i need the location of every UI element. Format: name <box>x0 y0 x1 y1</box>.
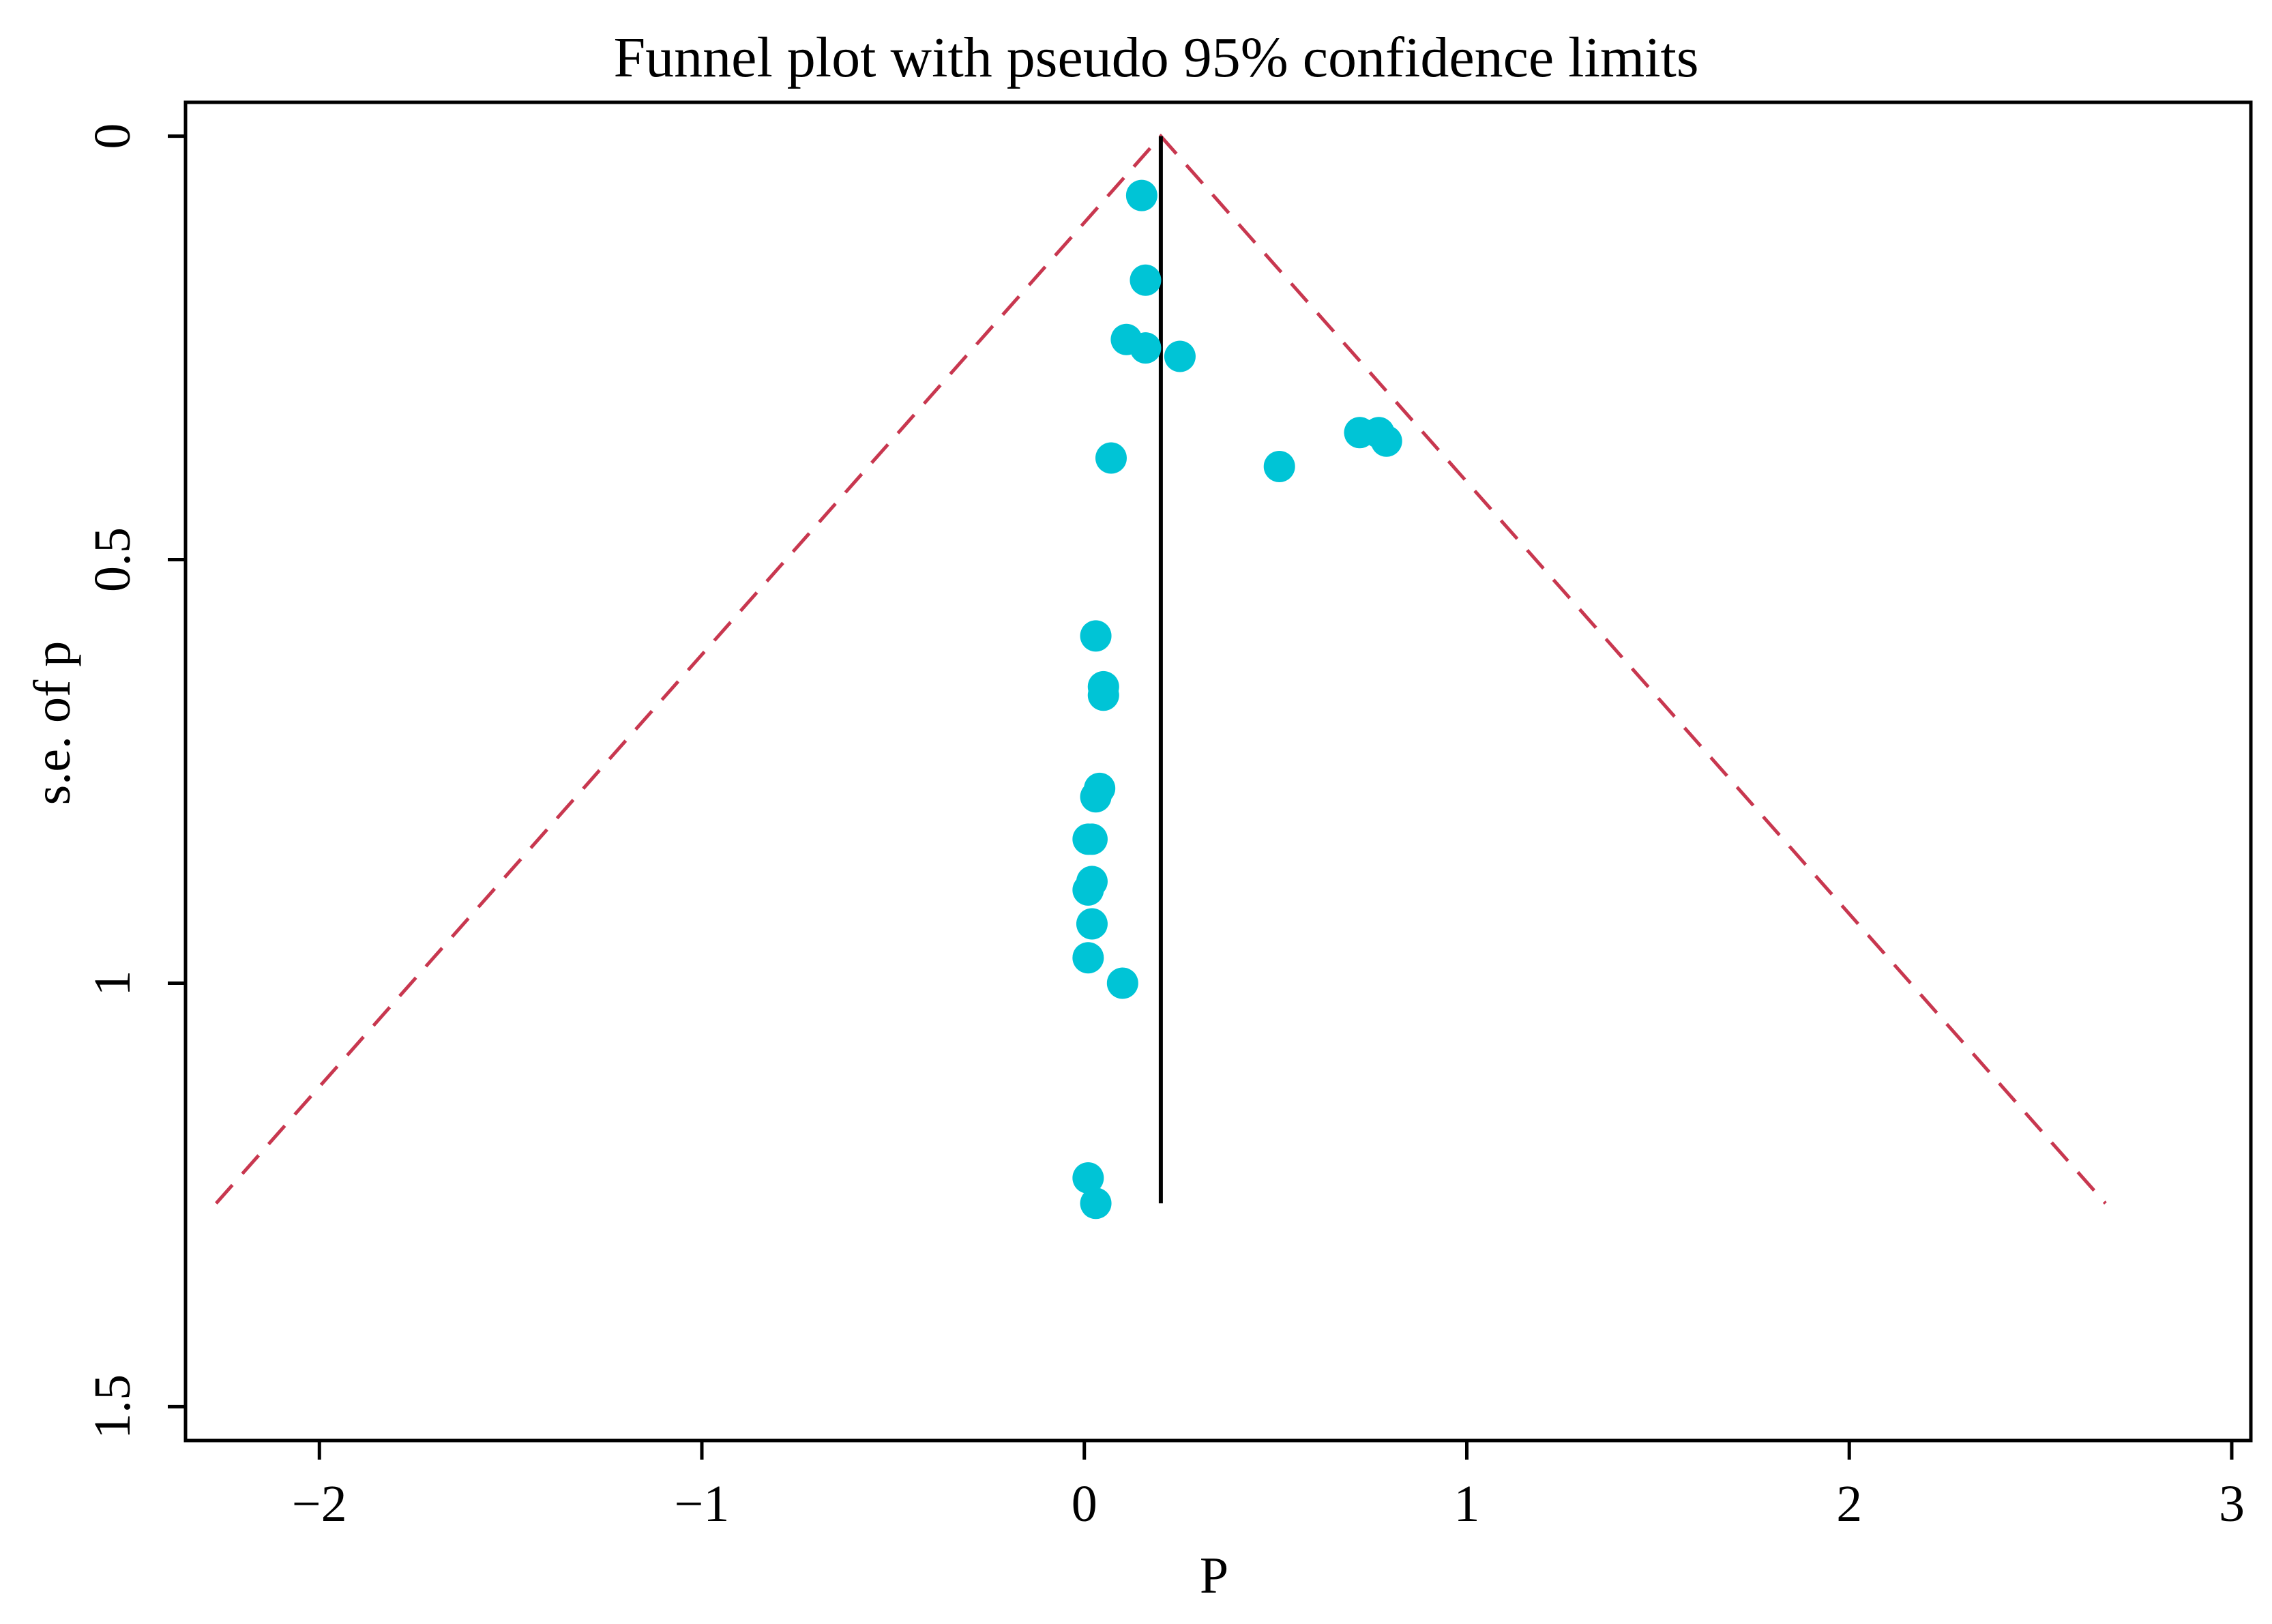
study-point <box>1080 1187 1112 1220</box>
x-tick-label: −2 <box>292 1475 347 1533</box>
x-tick-label: 2 <box>1836 1475 1862 1533</box>
study-point <box>1072 942 1104 974</box>
study-point <box>1076 823 1108 855</box>
study-point <box>1080 620 1112 652</box>
study-point <box>1072 874 1104 906</box>
data-points <box>1072 179 1402 1220</box>
y-tick-label: 1 <box>84 970 141 996</box>
study-point <box>1087 679 1119 711</box>
x-tick-label: 3 <box>2219 1475 2245 1533</box>
study-point <box>1106 967 1138 999</box>
x-tick-label: −1 <box>675 1475 730 1533</box>
chart-title: Funnel plot with pseudo 95% confidence l… <box>613 26 1698 89</box>
x-tick-label: 0 <box>1072 1475 1097 1533</box>
y-axis-label: s.e. of p <box>24 641 81 806</box>
x-axis: −2 −1 0 1 2 3 <box>292 1441 2245 1533</box>
x-axis-label: P <box>1200 1547 1228 1604</box>
study-point <box>1095 442 1127 474</box>
y-axis: 0 0.5 1 1.5 <box>84 123 186 1439</box>
study-point <box>1263 450 1295 482</box>
study-point <box>1130 332 1162 364</box>
study-point <box>1130 264 1162 296</box>
x-tick-label: 1 <box>1454 1475 1479 1533</box>
y-tick-label: 0 <box>84 123 141 149</box>
y-tick-label: 1.5 <box>84 1374 141 1439</box>
study-point <box>1076 908 1108 940</box>
study-point <box>1164 340 1196 372</box>
study-point <box>1125 179 1157 211</box>
study-point <box>1080 781 1112 813</box>
y-tick-label: 0.5 <box>84 527 141 592</box>
study-point <box>1370 425 1402 457</box>
plot-frame <box>183 100 2253 1443</box>
study-point <box>1072 1162 1104 1194</box>
